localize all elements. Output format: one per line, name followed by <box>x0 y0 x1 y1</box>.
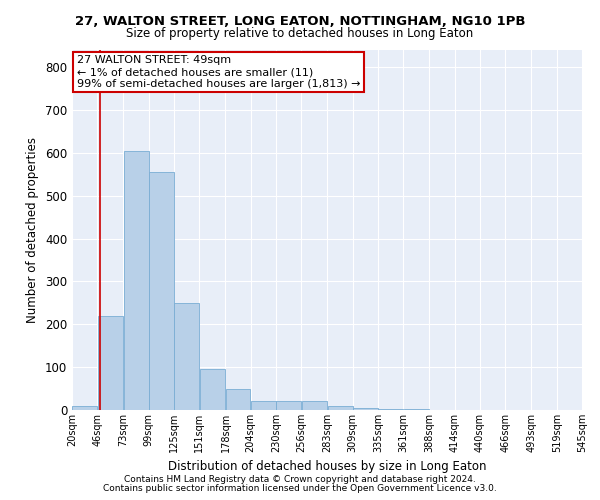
Text: Contains public sector information licensed under the Open Government Licence v3: Contains public sector information licen… <box>103 484 497 493</box>
Bar <box>174 303 199 410</box>
Bar <box>353 408 378 410</box>
Bar <box>226 388 251 410</box>
Bar <box>124 150 149 410</box>
Bar <box>404 409 429 410</box>
Text: Contains HM Land Registry data © Crown copyright and database right 2024.: Contains HM Land Registry data © Crown c… <box>124 475 476 484</box>
Bar <box>72 406 97 410</box>
Text: 27, WALTON STREET, LONG EATON, NOTTINGHAM, NG10 1PB: 27, WALTON STREET, LONG EATON, NOTTINGHA… <box>75 15 525 28</box>
Bar <box>199 370 225 410</box>
Text: 27 WALTON STREET: 49sqm
← 1% of detached houses are smaller (11)
99% of semi-det: 27 WALTON STREET: 49sqm ← 1% of detached… <box>77 56 361 88</box>
Bar <box>276 402 301 410</box>
Text: Size of property relative to detached houses in Long Eaton: Size of property relative to detached ho… <box>127 28 473 40</box>
Bar <box>251 402 276 410</box>
Bar <box>328 406 353 410</box>
X-axis label: Distribution of detached houses by size in Long Eaton: Distribution of detached houses by size … <box>168 460 486 473</box>
Bar <box>149 172 174 410</box>
Y-axis label: Number of detached properties: Number of detached properties <box>26 137 40 323</box>
Bar <box>302 402 327 410</box>
Bar <box>378 408 403 410</box>
Bar <box>97 316 123 410</box>
